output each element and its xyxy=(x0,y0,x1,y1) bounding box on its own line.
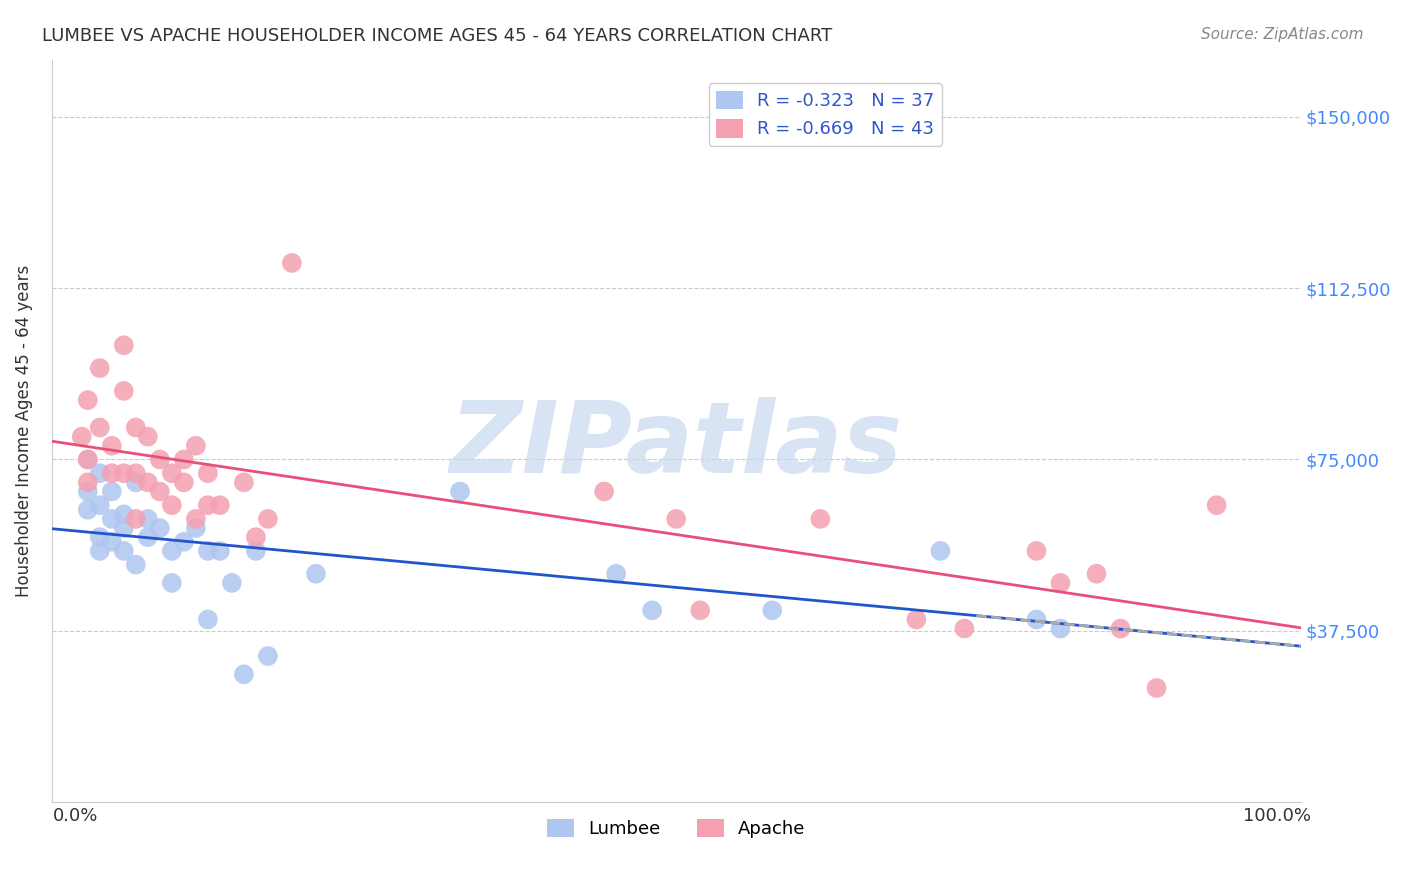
Point xyxy=(160,498,183,512)
Point xyxy=(232,475,254,490)
Point xyxy=(89,530,111,544)
Point xyxy=(160,467,183,481)
Point xyxy=(197,498,219,512)
Point xyxy=(257,512,280,526)
Point xyxy=(173,452,195,467)
Point xyxy=(112,521,135,535)
Point xyxy=(208,544,231,558)
Point xyxy=(605,566,627,581)
Point xyxy=(173,475,195,490)
Point xyxy=(101,439,124,453)
Point xyxy=(929,544,952,558)
Point xyxy=(76,502,98,516)
Point xyxy=(112,384,135,398)
Point xyxy=(1025,612,1047,626)
Point xyxy=(689,603,711,617)
Point xyxy=(125,420,148,434)
Text: Source: ZipAtlas.com: Source: ZipAtlas.com xyxy=(1201,27,1364,42)
Point xyxy=(808,512,831,526)
Point xyxy=(1109,622,1132,636)
Point xyxy=(232,667,254,681)
Point xyxy=(1049,622,1071,636)
Point xyxy=(136,430,159,444)
Point xyxy=(245,544,267,558)
Point xyxy=(197,544,219,558)
Point xyxy=(245,530,267,544)
Point xyxy=(221,575,243,590)
Point xyxy=(173,534,195,549)
Point xyxy=(641,603,664,617)
Point xyxy=(136,475,159,490)
Point xyxy=(1205,498,1227,512)
Point xyxy=(1085,566,1108,581)
Point xyxy=(665,512,688,526)
Point xyxy=(112,467,135,481)
Point xyxy=(112,544,135,558)
Point xyxy=(449,484,471,499)
Point xyxy=(89,498,111,512)
Point xyxy=(76,475,98,490)
Point xyxy=(184,512,207,526)
Point xyxy=(160,575,183,590)
Point xyxy=(101,512,124,526)
Point xyxy=(184,521,207,535)
Point xyxy=(125,512,148,526)
Point xyxy=(197,612,219,626)
Point xyxy=(125,475,148,490)
Point xyxy=(136,512,159,526)
Point xyxy=(112,508,135,522)
Point xyxy=(76,452,98,467)
Y-axis label: Householder Income Ages 45 - 64 years: Householder Income Ages 45 - 64 years xyxy=(15,265,32,597)
Point xyxy=(1025,544,1047,558)
Point xyxy=(101,467,124,481)
Point xyxy=(125,467,148,481)
Point xyxy=(953,622,976,636)
Point xyxy=(184,439,207,453)
Point xyxy=(197,467,219,481)
Point xyxy=(89,361,111,376)
Point xyxy=(76,393,98,408)
Point xyxy=(149,521,172,535)
Point xyxy=(761,603,783,617)
Point xyxy=(112,338,135,352)
Point xyxy=(101,484,124,499)
Point xyxy=(149,452,172,467)
Point xyxy=(89,420,111,434)
Point xyxy=(160,544,183,558)
Point xyxy=(905,612,928,626)
Point xyxy=(281,256,304,270)
Point xyxy=(76,484,98,499)
Point xyxy=(593,484,616,499)
Point xyxy=(149,484,172,499)
Text: ZIPatlas: ZIPatlas xyxy=(450,397,903,494)
Point xyxy=(89,467,111,481)
Point xyxy=(136,530,159,544)
Legend: Lumbee, Apache: Lumbee, Apache xyxy=(540,812,813,846)
Point xyxy=(1049,575,1071,590)
Point xyxy=(101,534,124,549)
Point xyxy=(70,430,93,444)
Point xyxy=(76,452,98,467)
Text: LUMBEE VS APACHE HOUSEHOLDER INCOME AGES 45 - 64 YEARS CORRELATION CHART: LUMBEE VS APACHE HOUSEHOLDER INCOME AGES… xyxy=(42,27,832,45)
Point xyxy=(208,498,231,512)
Point xyxy=(125,558,148,572)
Point xyxy=(305,566,328,581)
Point xyxy=(89,544,111,558)
Point xyxy=(257,648,280,663)
Point xyxy=(1146,681,1168,695)
